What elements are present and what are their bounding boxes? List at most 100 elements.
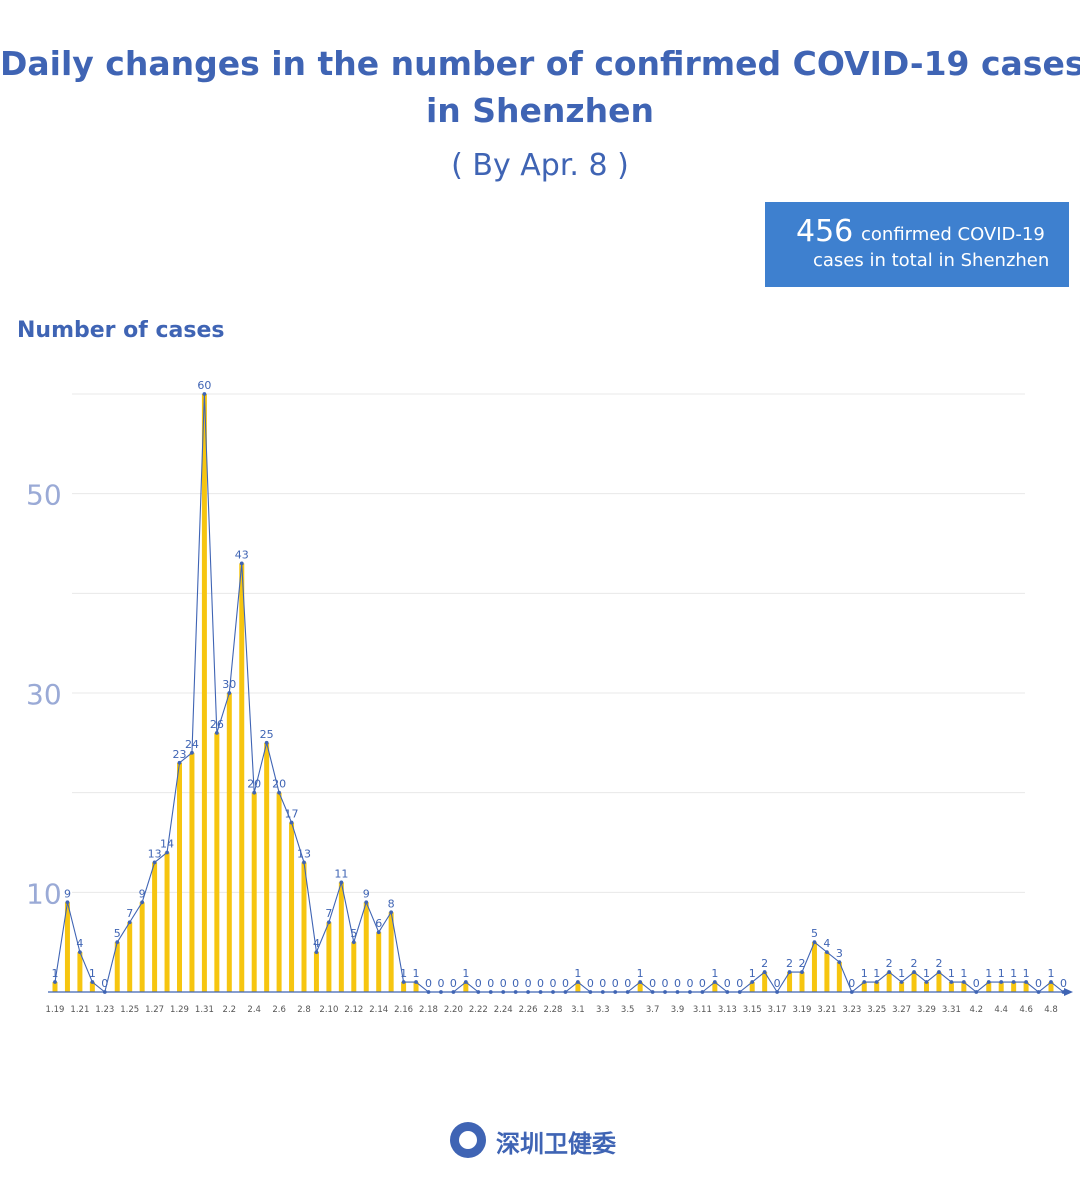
x-tick-label: 3.27 [892,1005,911,1015]
bar [1011,982,1017,992]
data-point [426,990,431,994]
bar [64,902,70,992]
data-point [177,760,182,765]
x-tick-label: 2.8 [297,1005,311,1015]
x-tick-label: 4.2 [970,1005,984,1015]
data-label: 2 [911,957,918,970]
x-tick-label: 2.12 [344,1005,363,1015]
y-axis-label: Number of cases [17,318,225,343]
data-label: 0 [437,977,444,990]
data-point [264,740,269,745]
title-line-2: in Shenzhen [425,91,654,130]
x-tick-label: 3.3 [596,1005,610,1015]
data-point [961,980,966,984]
bar [998,982,1004,992]
data-point [949,980,954,984]
data-label: 9 [64,887,71,900]
data-point [700,990,705,994]
total-cases-label-line-2: cases in total in Shenzhen [813,250,1050,271]
data-point [937,970,941,974]
data-point [663,990,667,994]
health-commission-seal-icon [450,1122,486,1158]
x-tick-labels: 1.19 1.21 1.23 1.25 1.27 1.29 1.31 2.2 2.4 2.6 2.8… [46,1005,1058,1015]
data-label: 1 [998,967,1005,980]
data-point [389,910,394,915]
data-point [986,980,991,984]
total-cases-number: 456 [796,214,854,249]
data-point [675,990,680,994]
bar [924,982,929,992]
data-point [339,880,344,885]
data-point [65,900,70,905]
data-point [302,860,306,865]
x-tick-label: 3.5 [621,1005,635,1015]
x-tick-label: 2.10 [319,1005,338,1015]
data-label: 9 [363,887,370,900]
data-point [862,980,867,984]
data-point [351,940,356,945]
x-axis-arrow-icon [1064,988,1073,996]
bar [401,982,407,992]
data-label: 5 [114,927,121,940]
data-point [899,980,904,984]
series-line [54,393,1064,994]
data-point [277,790,281,795]
data-point [837,960,842,964]
data-point [165,850,169,855]
data-label: 24 [185,738,199,751]
data-point [115,940,120,945]
data-point [314,950,319,955]
data-label: 4 [313,937,320,950]
bar [114,942,120,992]
data-label: 14 [160,837,174,850]
data-point [887,970,892,974]
chart-subtitle: ( By Apr. 8 ) [451,148,629,183]
bar [575,982,581,992]
bar [127,922,133,992]
x-tick-label: 3.13 [718,1005,737,1015]
footer: 深圳卫健委 [0,1122,1080,1162]
data-label: 0 [686,977,693,990]
bar [239,563,245,992]
bar [886,972,892,992]
x-tick-label: 1.25 [120,1005,139,1015]
bar [177,762,182,992]
bar [226,693,232,992]
bar [712,982,718,992]
data-label: 0 [699,977,706,990]
data-point [376,930,381,935]
data-point [1049,980,1053,984]
data-point [787,970,792,974]
data-label: 1 [1010,967,1017,980]
x-tick-label: 1.27 [145,1005,164,1015]
bar [961,982,967,992]
x-tick-label: 3.19 [793,1005,812,1015]
data-point [712,980,717,984]
data-point [53,980,57,984]
data-point [140,900,145,905]
bar [637,982,643,992]
x-tick-label: 2.18 [419,1005,438,1015]
x-tick-label: 3.25 [867,1005,886,1015]
data-point [90,980,95,984]
bar [388,912,394,992]
data-label: 9 [139,887,146,900]
data-label: 30 [222,678,236,691]
data-label: 0 [612,977,619,990]
data-label: 1 [948,967,955,980]
x-tick-label: 1.19 [46,1005,65,1015]
data-point [476,990,481,994]
data-point [750,980,755,984]
data-label: 0 [973,977,980,990]
data-label: 0 [525,977,532,990]
data-point [725,990,730,994]
footer-organization: 深圳卫健委 [496,1130,616,1158]
data-label: 1 [574,967,581,980]
data-point [327,920,331,925]
data-point [78,950,82,955]
bar [363,902,369,992]
data-label: 0 [1035,977,1042,990]
data-label: 2 [786,957,793,970]
data-label: 0 [537,977,544,990]
bar [811,942,817,992]
